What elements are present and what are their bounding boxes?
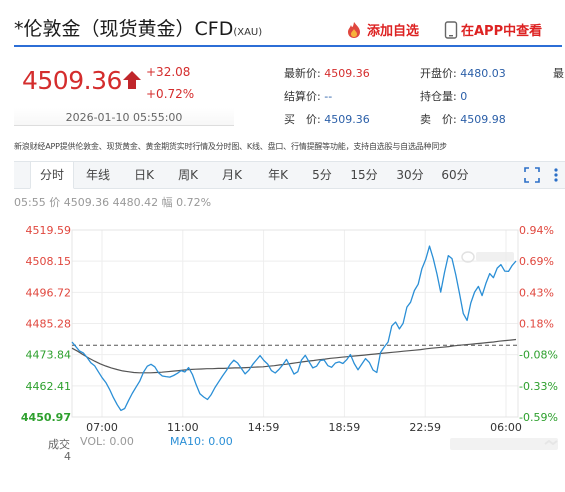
- y-tick-left: 4450.97: [21, 411, 71, 424]
- field-last-price: 最新价: 4509.36: [284, 65, 370, 81]
- flame-icon: [348, 21, 360, 38]
- x-axis: 07:00 11:00 14:59 18:59 22:59 06:00: [86, 421, 522, 434]
- chart-info-row: 05:55 价 4509.36 4480.42 幅 0.72%: [14, 196, 212, 209]
- fullscreen-icon[interactable]: [524, 167, 540, 183]
- watermark-bar: [476, 252, 514, 261]
- field-value: --: [324, 90, 333, 103]
- more-options-icon[interactable]: [549, 167, 563, 183]
- add-favorite-label: 添加自选: [367, 24, 420, 39]
- intraday-chart: 4519.59 4508.15 4496.72 4485.28 4473.84 4462.…: [21, 224, 558, 434]
- tab-year-line[interactable]: 年线: [85, 168, 110, 182]
- y-tick-right: -0.08%: [519, 349, 558, 362]
- field-label: 开盘价:: [420, 67, 457, 80]
- y-tick-left: 4462.41: [26, 380, 72, 393]
- chart-frame: [71, 229, 519, 418]
- y-axis-left: 4519.59 4508.15 4496.72 4485.28 4473.84 4462.…: [21, 224, 71, 424]
- x-tick: 11:00: [167, 421, 199, 434]
- app-notice: 新浪财经APP提供伦敦金、现货黄金、黄金期货实时行情及分时图、K线、盘口、行情提…: [14, 142, 447, 151]
- page-title: *伦敦金（现货黄金）CFD(XAU): [14, 14, 262, 41]
- field-open-price: 开盘价: 4480.03: [420, 65, 506, 81]
- chart-grid: [71, 229, 519, 418]
- title-subtitle: (XAU): [233, 27, 263, 38]
- tab-yearly-k[interactable]: 年K: [268, 168, 288, 182]
- field-value: 4509.36: [324, 113, 370, 126]
- field-label: 最新价:: [284, 67, 321, 80]
- y-tick-left: 4508.15: [26, 255, 72, 268]
- field-value: 4509.98: [460, 113, 506, 126]
- field-settlement: 结算价: --: [284, 88, 332, 104]
- period-tabs: 分时 年线 日K 周K 月K 年K 5分 15分 30分 60分: [14, 161, 565, 189]
- watermark-eye-icon: [461, 251, 475, 263]
- open-in-app-label: 在APP中查看: [461, 24, 543, 39]
- field-value: 4480.03: [460, 67, 506, 80]
- tab-monthly-k[interactable]: 月K: [222, 168, 242, 182]
- field-value: 0: [460, 90, 468, 103]
- ma-readout: MA10: 0.00: [170, 435, 233, 448]
- y-tick-right: -0.33%: [519, 380, 558, 393]
- y-tick-left: 4485.28: [26, 318, 72, 331]
- tab-5min[interactable]: 5分: [312, 168, 332, 182]
- field-value: 4509.36: [324, 67, 370, 80]
- y-tick-right: 0.94%: [519, 224, 554, 237]
- volume-label: 成交: [48, 438, 70, 451]
- price-change-percent: +0.72%: [146, 87, 195, 101]
- header: *伦敦金（现货黄金）CFD(XAU) 添加自选 在APP中查看: [0, 0, 565, 52]
- field-extra-label: 最: [553, 67, 564, 80]
- price-line: [71, 245, 517, 412]
- x-tick: 14:59: [248, 421, 280, 434]
- tab-intraday[interactable]: 分时: [30, 162, 74, 189]
- open-in-app-button[interactable]: 在APP中查看: [444, 20, 542, 39]
- phone-icon: [444, 20, 458, 39]
- quote-datetime: 2026-01-10 05:55:00: [14, 108, 234, 126]
- arrow-up-icon: [123, 71, 141, 89]
- tab-daily-k[interactable]: 日K: [134, 168, 154, 182]
- field-label: 持仓量:: [420, 90, 457, 103]
- watermark: [461, 251, 514, 263]
- volume-count: 4: [64, 450, 71, 463]
- header-underline: [14, 45, 562, 47]
- field-open-interest: 持仓量: 0: [420, 88, 467, 104]
- y-tick-right: 0.43%: [519, 286, 554, 299]
- y-tick-right: -0.59%: [519, 411, 558, 424]
- tab-60min[interactable]: 60分: [441, 168, 469, 182]
- y-axis-right: 0.94% 0.69% 0.43% 0.18% -0.08% -0.33% -0.59%: [519, 224, 558, 424]
- price-change: +32.08: [146, 65, 191, 79]
- add-favorite-button[interactable]: 添加自选: [344, 20, 419, 39]
- volume-readout: VOL: 0.00: [80, 435, 134, 448]
- y-tick-right: 0.69%: [519, 255, 554, 268]
- field-label: 卖 价:: [420, 113, 457, 126]
- ma10-value: MA10: 0.00: [170, 435, 233, 448]
- field-ask: 卖 价: 4509.98: [420, 111, 506, 127]
- series-layer: [71, 245, 517, 412]
- watermark-logo-icon: [450, 438, 558, 450]
- tab-30min[interactable]: 30分: [396, 168, 424, 182]
- x-tick: 18:59: [329, 421, 361, 434]
- volume-value: VOL: 0.00: [80, 435, 134, 448]
- field-label: 结算价:: [284, 90, 321, 103]
- x-tick: 22:59: [409, 421, 441, 434]
- tab-15min[interactable]: 15分: [350, 168, 378, 182]
- x-tick: 07:00: [86, 421, 118, 434]
- y-tick-left: 4519.59: [26, 224, 72, 237]
- field-bid: 买 价: 4509.36: [284, 111, 370, 127]
- last-price: 4509.36: [22, 66, 122, 95]
- field-label: 买 价:: [284, 113, 321, 126]
- tab-weekly-k[interactable]: 周K: [178, 168, 198, 182]
- title-text: *伦敦金（现货黄金）CFD: [14, 18, 234, 40]
- y-tick-right: 0.18%: [519, 318, 554, 331]
- y-tick-left: 4496.72: [26, 286, 72, 299]
- x-tick: 06:00: [490, 421, 522, 434]
- y-tick-left: 4473.84: [26, 349, 72, 362]
- average-price-line: [71, 338, 517, 374]
